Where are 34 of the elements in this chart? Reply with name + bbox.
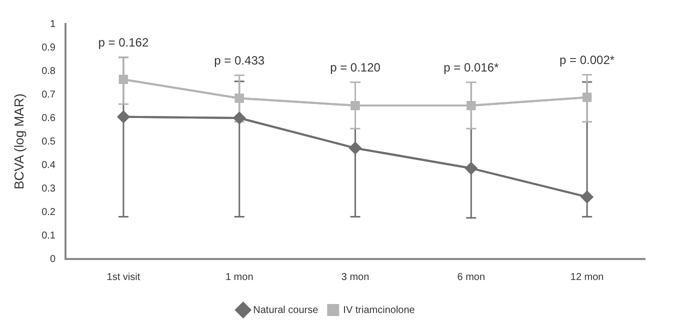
y-tick-label: 0.9 <box>42 42 56 54</box>
y-tick-label: 0.3 <box>42 183 56 194</box>
annotation: p = 0.016* <box>444 60 499 75</box>
y-tick-label: 0.1 <box>42 230 56 242</box>
y-tick-label: 0.8 <box>42 66 56 77</box>
point <box>465 162 478 174</box>
point <box>581 190 594 203</box>
x-tick-label: 6 mon <box>457 272 486 283</box>
y-axis-title: BCVA (log MAR) <box>11 94 26 190</box>
x-tick-label: 1st visit <box>106 272 140 283</box>
y-tick-label: 0.5 <box>42 136 56 148</box>
legend-label: Natural course <box>253 304 319 316</box>
point <box>350 101 360 110</box>
y-tick-label: 0.4 <box>42 160 56 171</box>
point <box>466 101 476 110</box>
point <box>117 110 130 123</box>
x-tick-label: 12 mon <box>570 272 604 283</box>
point <box>118 74 128 84</box>
point <box>233 112 246 124</box>
annotation: p = 0.162 <box>98 36 149 50</box>
annotation: p = 0.002* <box>560 53 615 68</box>
y-tick-label: 0 <box>50 254 56 265</box>
y-tick-label: 0.2 <box>42 206 56 218</box>
y-tick-label: 1 <box>50 18 56 30</box>
x-tick-label: 3 mon <box>341 272 370 283</box>
x-tick-label: 1 mon <box>225 272 254 283</box>
y-tick-label: 0.6 <box>42 112 56 124</box>
annotation: p = 0.433 <box>214 54 265 68</box>
annotation: p = 0.120 <box>330 60 381 75</box>
point <box>582 92 592 102</box>
point <box>349 142 362 154</box>
point <box>234 94 244 103</box>
legend-label: IV triamcinolone <box>343 304 416 316</box>
y-tick-label: 0.7 <box>42 89 56 100</box>
